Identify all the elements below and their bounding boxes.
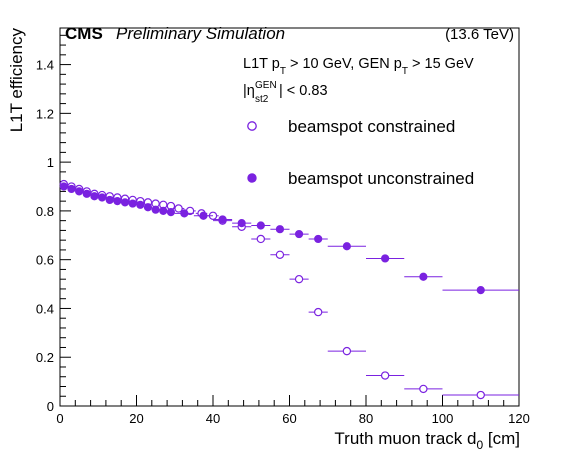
point-unconstrained: [113, 197, 122, 206]
legend-marker-constrained: [247, 121, 257, 131]
y-tick-label: 1.4: [36, 58, 54, 73]
x-tick-label: 40: [206, 411, 220, 426]
point-unconstrained: [419, 272, 428, 281]
svg-text:| < 0.83: | < 0.83: [279, 83, 328, 99]
y-tick-label: 0.8: [36, 204, 54, 219]
point-unconstrained: [143, 203, 153, 212]
legend-label-constrained: beamspot constrained: [288, 117, 455, 136]
point-constrained: [313, 307, 323, 317]
y-tick-label: 0.2: [36, 350, 54, 365]
legend-marker-unconstrained: [247, 173, 257, 183]
point-unconstrained: [381, 254, 390, 263]
axes: 0 20 40 60 80 100 120 0 0.2 0.4 0.6 0.8 1 1.2 1.4: [36, 34, 530, 426]
x-axis-title: Truth muon track d0 [cm]: [334, 429, 520, 452]
x-tick-label: 80: [359, 411, 373, 426]
point-unconstrained: [151, 205, 160, 214]
point-constrained: [256, 234, 266, 244]
point-unconstrained: [128, 199, 137, 208]
point-unconstrained: [59, 182, 68, 191]
point-unconstrained: [342, 242, 351, 251]
point-unconstrained: [180, 209, 189, 218]
point-unconstrained: [275, 225, 285, 234]
x-tick-label: 60: [282, 411, 296, 426]
svg-text:GEN: GEN: [255, 80, 277, 91]
eta-cut-label: |η GEN st2 | < 0.83: [243, 80, 328, 105]
point-unconstrained: [314, 234, 323, 244]
data-marks: [59, 179, 519, 400]
point-unconstrained: [166, 208, 176, 217]
x-tick-label: 100: [432, 411, 454, 426]
y-tick-label: 0.4: [36, 301, 54, 316]
pt-cut-label: L1T pT > 10 GeV, GEN pT > 15 GeV: [243, 56, 474, 77]
y-axis-title: L1T efficiency: [7, 28, 26, 133]
point-constrained: [275, 250, 285, 259]
svg-text:st2: st2: [255, 94, 269, 105]
point-constrained: [380, 371, 390, 380]
y-tick-label: 0.6: [36, 253, 54, 268]
point-unconstrained: [67, 184, 76, 194]
energy-label: (13.6 TeV): [445, 26, 514, 43]
point-unconstrained: [75, 187, 84, 196]
y-tick-label: 1: [47, 155, 54, 170]
point-unconstrained: [476, 286, 485, 295]
point-unconstrained: [90, 192, 99, 201]
point-constrained: [419, 384, 428, 394]
point-unconstrained: [105, 195, 114, 205]
point-unconstrained: [159, 206, 168, 216]
status-label: Preliminary Simulation: [116, 24, 285, 43]
point-unconstrained: [120, 198, 130, 207]
svg-text:|η: |η: [243, 83, 255, 99]
point-unconstrained: [294, 229, 304, 239]
point-constrained: [476, 390, 485, 400]
point-constrained: [342, 346, 352, 356]
point-unconstrained: [218, 215, 227, 224]
x-tick-label: 120: [508, 411, 530, 426]
legend: beamspot constrained beamspot unconstrai…: [247, 117, 474, 188]
point-constrained: [294, 274, 304, 284]
point-unconstrained: [82, 189, 91, 198]
legend-label-unconstrained: beamspot unconstrained: [288, 169, 474, 188]
point-unconstrained: [199, 211, 208, 220]
x-tick-label: 0: [56, 411, 63, 426]
x-tick-label: 20: [129, 411, 143, 426]
point-unconstrained: [256, 221, 265, 230]
y-tick-label: 0: [47, 399, 54, 414]
y-tick-label: 1.2: [36, 106, 54, 121]
point-unconstrained: [97, 193, 107, 202]
point-unconstrained: [136, 200, 145, 209]
point-constrained: [174, 204, 183, 213]
experiment-label: CMS: [65, 24, 103, 43]
point-unconstrained: [237, 218, 246, 228]
